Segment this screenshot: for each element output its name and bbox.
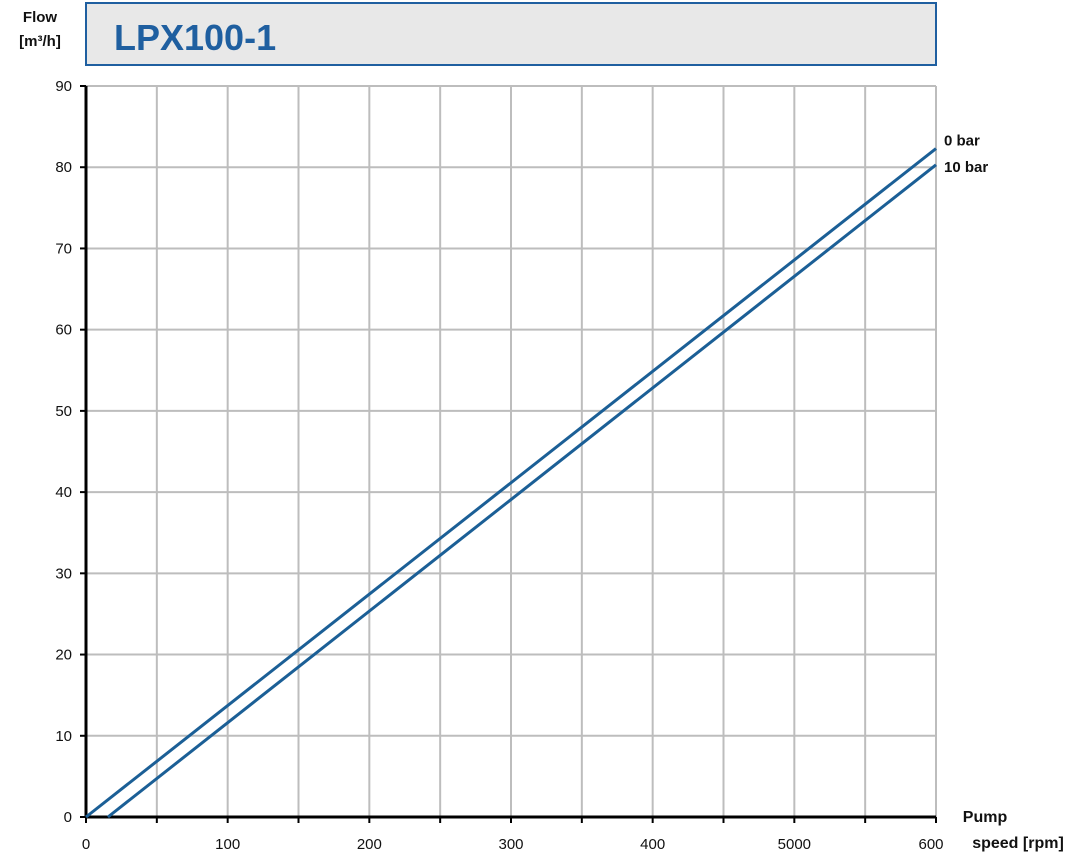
y-tick-label: 90 <box>55 78 72 95</box>
y-axis-label: [m³/h] <box>19 33 61 50</box>
y-tick-label: 20 <box>55 647 72 664</box>
x-tick-label: 0 <box>82 836 90 853</box>
series-line <box>107 163 937 819</box>
y-tick-label: 70 <box>55 240 72 257</box>
y-tick-label: 0 <box>64 809 72 826</box>
x-axis-label: Pump <box>963 809 1008 826</box>
x-tick-label: 600 <box>918 836 943 853</box>
x-tick-label: 5000 <box>778 836 811 853</box>
y-tick-label: 60 <box>55 322 72 339</box>
y-axis-label: Flow <box>23 9 57 26</box>
x-tick-label: 200 <box>357 836 382 853</box>
y-tick-label: 40 <box>55 484 72 501</box>
y-tick-label: 30 <box>55 565 72 582</box>
y-tick-label: 10 <box>55 728 72 745</box>
x-axis-label: speed [rpm] <box>972 835 1064 852</box>
x-tick-label: 400 <box>640 836 665 853</box>
y-tick-label: 50 <box>55 403 72 420</box>
x-tick-label: 100 <box>215 836 240 853</box>
y-tick-label: 80 <box>55 159 72 176</box>
series-label: 0 bar <box>944 133 980 150</box>
x-tick-label: 300 <box>498 836 523 853</box>
title-box <box>85 2 937 66</box>
series-label: 10 bar <box>944 159 988 176</box>
chart-title: LPX100-1 <box>114 17 276 58</box>
series-line <box>85 147 937 819</box>
